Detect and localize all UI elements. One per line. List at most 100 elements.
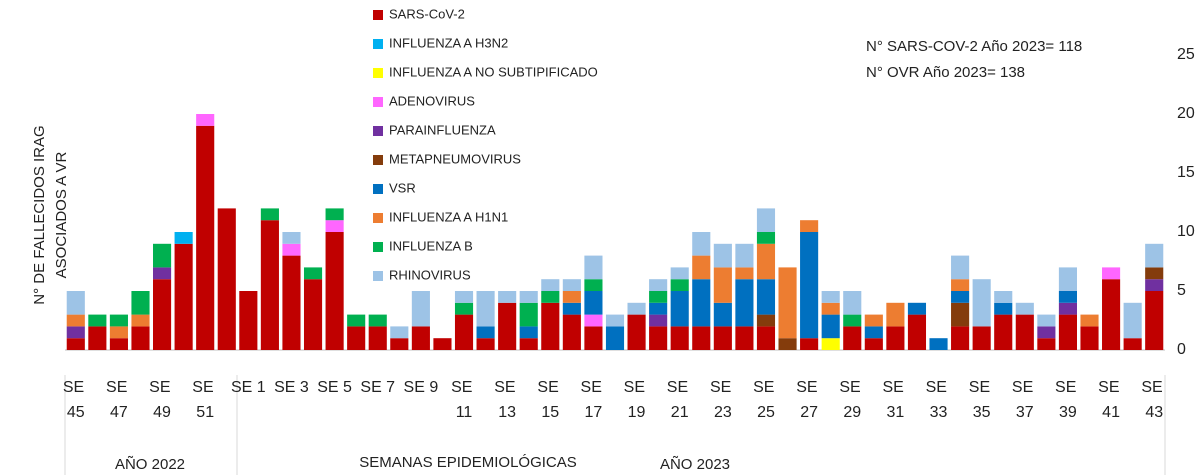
bar-segment — [282, 232, 301, 244]
x-tick-label: SE 9 — [404, 379, 439, 396]
bar-segment — [649, 279, 668, 291]
bar-segment — [282, 255, 301, 350]
bar-segment — [756, 326, 776, 350]
x-tick-label: SE 39 — [1055, 379, 1081, 421]
y-tick-label: 20 — [1177, 105, 1195, 122]
x-tick-label: SE 47 — [106, 379, 132, 421]
bar-segment — [649, 326, 668, 350]
x-tick-label: SE 7 — [360, 379, 395, 396]
bar-segment — [519, 302, 538, 327]
bar-segment — [562, 302, 581, 315]
bar-segment — [951, 255, 970, 280]
bar-segment — [498, 291, 517, 303]
bar-segment — [131, 291, 150, 315]
bar-segment — [325, 220, 344, 232]
x-tick-label: SE 29 — [839, 379, 865, 421]
y-axis-title: ASOCIADOS A VR — [53, 151, 70, 278]
bar-segment — [476, 338, 495, 350]
bar-segment — [821, 302, 840, 315]
bar-segment — [843, 291, 862, 315]
bar-segment — [821, 314, 840, 339]
y-axis-title: N° DE FALLECIDOS IRAG — [31, 125, 48, 304]
bar-segment — [66, 338, 85, 350]
bar-segment — [951, 302, 970, 327]
y-tick-label: 5 — [1177, 282, 1186, 299]
legend-label: INFLUENZA A NO SUBTIPIFICADO — [389, 64, 598, 79]
bar-segment — [325, 232, 344, 350]
group-label: AÑO 2023 — [660, 456, 730, 473]
bar-segment — [649, 302, 668, 315]
legend-swatch — [373, 242, 383, 252]
bar-segment — [1058, 291, 1077, 303]
bar-segment — [541, 291, 560, 303]
x-tick-label: SE 43 — [1141, 379, 1167, 421]
bar-segment — [1102, 279, 1121, 350]
bar-segment — [972, 279, 991, 327]
bar-segment — [411, 326, 430, 350]
bar-segment — [562, 314, 581, 350]
bar-segment — [670, 279, 689, 291]
bar-segment — [153, 243, 172, 268]
bar-segment — [692, 255, 711, 280]
bar-segment — [1145, 267, 1164, 280]
bar-segment — [864, 326, 883, 339]
bar-segment — [174, 243, 193, 350]
bar-segment — [907, 302, 927, 315]
bar-segment — [519, 338, 538, 350]
bar-segment — [1080, 314, 1099, 327]
bar-segment — [88, 314, 107, 327]
bar-segment — [196, 125, 215, 350]
bar-segment — [756, 243, 776, 280]
bar-segment — [239, 291, 258, 350]
x-tick-label: SE 21 — [667, 379, 693, 421]
legend-label: SARS-CoV-2 — [389, 6, 465, 21]
bar-segment — [454, 302, 474, 315]
bar-segment — [843, 314, 862, 327]
x-tick-label: SE 5 — [317, 379, 352, 396]
bar-segment — [1145, 243, 1164, 268]
bar-segment — [692, 279, 711, 327]
legend-swatch — [373, 184, 383, 194]
bar-segment — [886, 326, 905, 350]
bar-segment — [541, 302, 560, 350]
bar-segment — [994, 302, 1013, 315]
bar-segment — [541, 279, 560, 291]
x-tick-label: SE 19 — [624, 379, 650, 421]
bar-segment — [1037, 326, 1056, 339]
legend-swatch — [373, 213, 383, 223]
bar-segment — [368, 326, 387, 350]
bar-segment — [756, 208, 776, 232]
bar-segment — [282, 243, 301, 256]
bar-segment — [627, 302, 646, 315]
legend-label: INFLUENZA A H3N2 — [389, 35, 508, 50]
legend-label: INFLUENZA B — [389, 238, 473, 253]
bar-segment — [196, 114, 215, 126]
bar-segment — [756, 279, 776, 315]
x-axis-title: SEMANAS EPIDEMIOLÓGICAS — [359, 454, 577, 471]
bar-segment — [713, 243, 732, 268]
bar-segment — [735, 279, 754, 327]
x-tick-label: SE 45 — [63, 379, 89, 421]
annotation: N° OVR Año 2023= 138 — [866, 64, 1025, 81]
bar-segment — [88, 326, 107, 350]
legend-swatch — [373, 97, 383, 107]
bar-segment — [756, 314, 776, 327]
bar-segment — [433, 338, 452, 350]
x-tick-label: SE 49 — [149, 379, 175, 421]
y-tick-label: 0 — [1177, 341, 1186, 358]
bar-segment — [260, 208, 279, 221]
bar-segment — [109, 338, 128, 350]
bar-segment — [821, 291, 840, 303]
x-tick-label: SE 3 — [274, 379, 309, 396]
bar-segment — [778, 267, 797, 339]
legend-label: METAPNEUMOVIRUS — [389, 151, 521, 166]
bar-segment — [670, 291, 689, 327]
bar-segment — [584, 314, 603, 327]
x-tick-label: SE 41 — [1098, 379, 1124, 421]
legend-swatch — [373, 68, 383, 78]
bar-segment — [800, 220, 819, 232]
bar-segment — [778, 338, 797, 350]
bar-segment — [800, 338, 819, 350]
bar-segment — [109, 314, 128, 327]
bar-segment — [153, 279, 172, 350]
